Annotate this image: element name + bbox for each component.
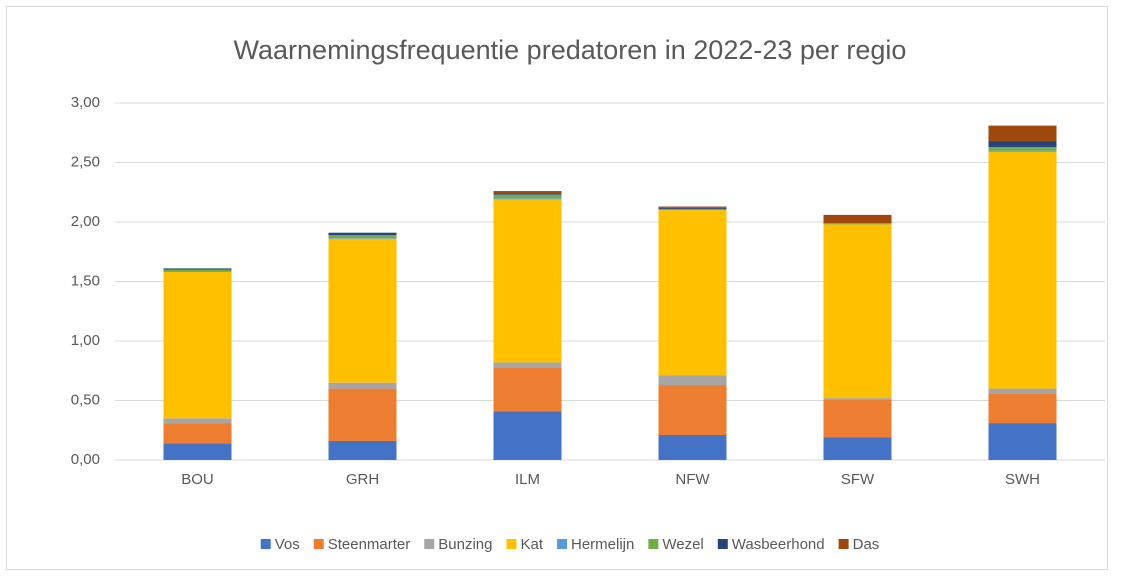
legend-label: Wasbeerhond	[732, 536, 825, 553]
legend-swatch	[506, 539, 517, 549]
bar-segment	[493, 362, 562, 368]
legend-swatch	[838, 539, 849, 549]
bar-segment	[493, 411, 562, 460]
bar-segment	[658, 208, 727, 211]
legend-swatch	[717, 539, 728, 549]
chart-title: Waarnemingsfrequentie predatoren in 2022…	[234, 35, 907, 65]
bar-segment	[988, 125, 1057, 142]
legend-label: Kat	[520, 536, 543, 553]
legend-label: Hermelijn	[571, 536, 634, 553]
bar-segment	[328, 235, 397, 238]
bar-segment	[658, 206, 727, 208]
bar-segment	[988, 388, 1057, 394]
y-tick-label: 0,00	[71, 451, 100, 468]
x-tick-label: NFW	[675, 471, 710, 488]
bar-segment	[163, 443, 232, 460]
legend-label: Wezel	[662, 536, 703, 553]
bar-segment	[988, 423, 1057, 460]
y-tick-label: 2,50	[71, 153, 100, 170]
x-tick-label: SWH	[1005, 471, 1040, 488]
bar-segment	[493, 194, 562, 199]
x-tick-label: BOU	[181, 471, 214, 488]
bar-segment	[823, 437, 892, 460]
bar-segment	[328, 382, 397, 389]
x-tick-label: ILM	[515, 471, 540, 488]
x-tick-label: SFW	[841, 471, 875, 488]
bar-segment	[328, 440, 397, 460]
bar-segment	[658, 207, 727, 209]
bar-segment	[328, 388, 397, 441]
bar-segment	[988, 151, 1057, 389]
bar-segment	[493, 193, 562, 195]
bar-segment	[823, 223, 892, 225]
bar-segment	[493, 198, 562, 200]
bar-segment	[658, 375, 727, 386]
bar-segment	[328, 238, 397, 383]
bar-segment	[988, 147, 1057, 151]
legend-label: Das	[853, 536, 880, 553]
bar-segment	[493, 199, 562, 363]
bar-segment	[328, 232, 397, 236]
y-tick-label: 1,50	[71, 272, 100, 289]
legend-swatch	[260, 539, 271, 549]
bar-segment	[163, 418, 232, 424]
bar-segment	[823, 214, 892, 224]
y-tick-label: 2,00	[71, 213, 100, 230]
bar-segment	[163, 423, 232, 444]
legend-label: Steenmarter	[328, 536, 411, 553]
bar-segment	[163, 271, 232, 419]
bar-segment	[163, 269, 232, 272]
bar-segment	[658, 210, 727, 376]
bar-segment	[493, 367, 562, 412]
bar-segment	[163, 268, 232, 270]
bar-segment	[988, 393, 1057, 424]
bar-segment	[823, 224, 892, 399]
legend-swatch	[313, 539, 324, 549]
bar-segment	[823, 398, 892, 400]
bar-segment	[988, 150, 1057, 152]
bar-segment	[328, 237, 397, 239]
legend-label: Vos	[275, 536, 300, 553]
bar-segment	[658, 385, 727, 436]
bar-segment	[658, 435, 727, 460]
legend-swatch	[648, 539, 659, 549]
y-tick-label: 0,50	[71, 391, 100, 408]
y-tick-label: 3,00	[71, 94, 100, 111]
bar-segment	[493, 191, 562, 194]
legend-swatch	[557, 539, 568, 549]
legend-label: Bunzing	[438, 536, 492, 553]
x-tick-label: GRH	[346, 471, 379, 488]
legend-swatch	[424, 539, 435, 549]
bar-segment	[988, 141, 1057, 148]
y-tick-label: 1,00	[71, 332, 100, 349]
bar-segment	[823, 399, 892, 438]
